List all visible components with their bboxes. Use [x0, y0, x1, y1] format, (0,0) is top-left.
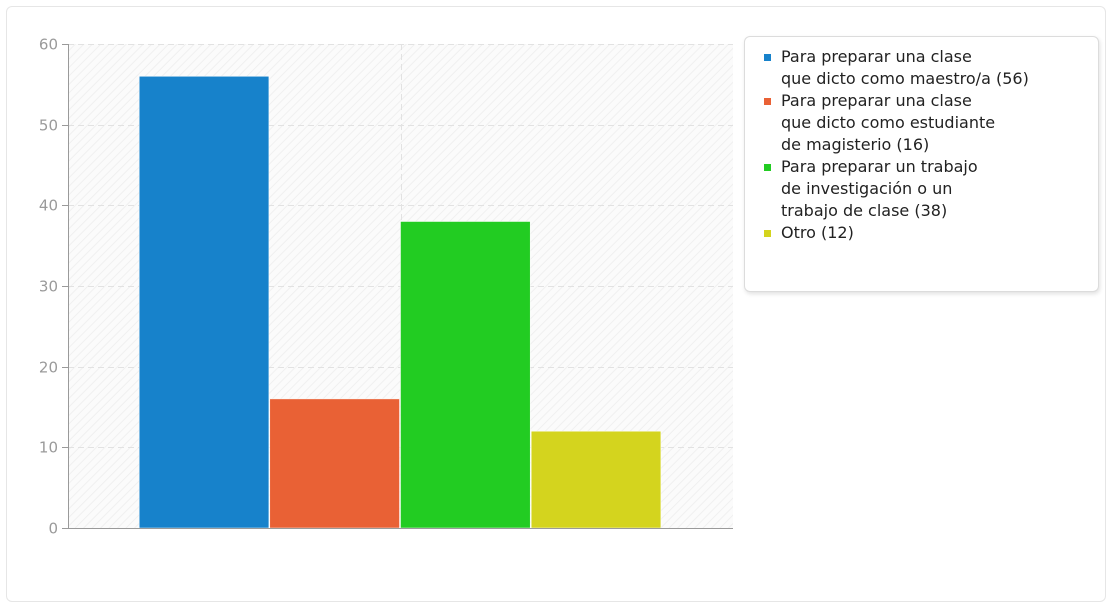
legend-item-3[interactable]: Para preparar un trabajo de investigació…: [755, 156, 1090, 222]
y-tick-label: 0: [48, 520, 58, 538]
legend-swatch: [764, 98, 771, 105]
legend-swatch: [764, 54, 771, 61]
legend-swatch: [764, 230, 771, 237]
y-tick-label: 40: [39, 197, 58, 215]
legend-label: Otro (12): [781, 223, 854, 242]
y-tick-label: 10: [39, 439, 58, 457]
legend-swatch: [764, 164, 771, 171]
legend: Para preparar una clase que dicto como m…: [744, 36, 1099, 292]
bar-1: [138, 76, 270, 529]
y-tick-labels: 0 10 20 30 40 50 60: [39, 36, 58, 538]
legend-label: Para preparar una clase que dicto como e…: [781, 91, 996, 154]
bar-3: [400, 221, 531, 529]
y-tick-label: 20: [39, 359, 58, 377]
y-tick-label: 30: [39, 278, 58, 296]
legend-label: Para preparar una clase que dicto como m…: [781, 47, 1029, 88]
bar-2: [269, 398, 400, 529]
legend-item-4[interactable]: Otro (12): [755, 222, 1090, 244]
legend-item-1[interactable]: Para preparar una clase que dicto como m…: [755, 46, 1090, 90]
y-tick-label: 60: [39, 36, 58, 54]
legend-item-2[interactable]: Para preparar una clase que dicto como e…: [755, 90, 1090, 156]
bar-4: [530, 430, 662, 529]
axes: [62, 44, 733, 529]
legend-label: Para preparar un trabajo de investigació…: [781, 157, 978, 220]
y-tick-label: 50: [39, 117, 58, 135]
